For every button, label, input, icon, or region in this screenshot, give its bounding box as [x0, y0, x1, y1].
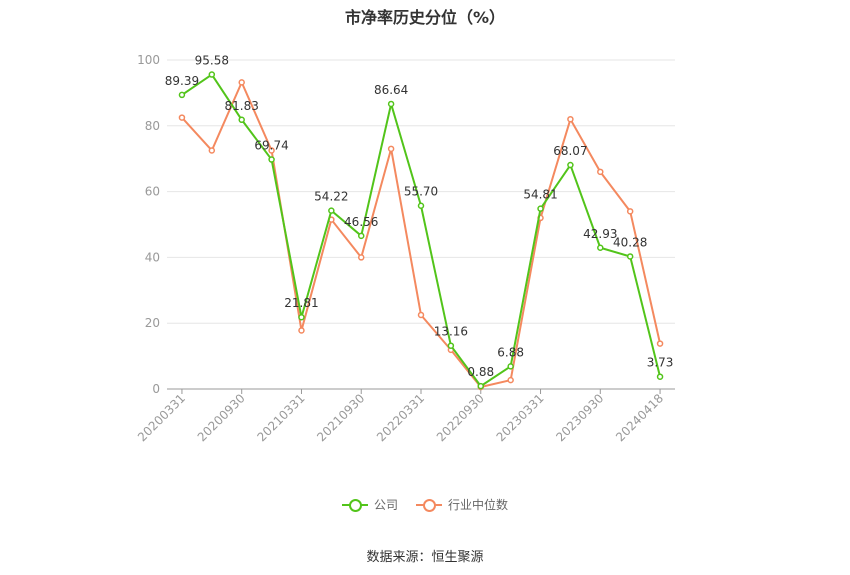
x-tick-label: 20240418 [613, 391, 666, 444]
data-label-company: 69.74 [254, 139, 288, 153]
data-point-company[interactable] [328, 207, 335, 214]
x-tick-label: 20220331 [374, 391, 427, 444]
data-label-company: 0.88 [467, 365, 494, 379]
data-label-company: 55.70 [404, 185, 438, 199]
data-label-company: 46.56 [344, 215, 378, 229]
data-point-company[interactable] [567, 161, 574, 169]
data-label-company: 42.93 [583, 227, 617, 241]
x-tick-label: 20230331 [494, 391, 547, 444]
legend-item-industry-median[interactable]: 行业中位数 [416, 496, 508, 513]
line-chart: 0 20 40 60 80 100 20200331 20200930 20210331 2021… [135, 53, 675, 444]
data-label-company: 86.64 [374, 83, 408, 97]
y-tick-label: 60 [145, 185, 160, 199]
data-label-company: 81.83 [225, 99, 259, 113]
legend-label-company: 公司 [373, 498, 398, 512]
y-tick-label: 100 [137, 53, 160, 67]
data-label-company: 68.07 [553, 144, 587, 158]
data-source-note: 数据来源：恒生聚源 [366, 550, 484, 565]
data-label-company: 54.22 [314, 190, 348, 204]
y-tick-label: 0 [152, 382, 160, 396]
data-label-company: 89.39 [165, 74, 199, 88]
data-point-company[interactable] [537, 205, 544, 212]
data-point-industry-median[interactable] [597, 168, 604, 176]
legend-item-company[interactable]: 公司 [341, 496, 398, 513]
x-tick-label: 20220930 [434, 391, 487, 444]
x-tick-label: 20200930 [195, 391, 248, 444]
data-label-company: 95.58 [195, 54, 229, 68]
legend-marker-industry-median [416, 498, 442, 512]
x-tick-label: 20210331 [255, 391, 308, 444]
x-tick-label: 20230930 [553, 391, 606, 444]
data-point-industry-median[interactable] [298, 327, 305, 334]
x-tick-label: 20210930 [314, 391, 367, 444]
data-point-company[interactable] [447, 342, 455, 349]
legend: 公司 行业中位数 [0, 496, 850, 513]
data-point-industry-median[interactable] [387, 145, 395, 153]
data-point-industry-median[interactable] [208, 147, 216, 154]
data-point-industry-median[interactable] [626, 208, 634, 215]
legend-marker-company [341, 498, 368, 512]
data-label-company: 6.88 [497, 345, 524, 359]
data-point-industry-median[interactable] [357, 254, 365, 261]
chart-title: 市净率历史分位（%） [344, 8, 506, 27]
data-point-industry-median[interactable] [567, 115, 574, 123]
data-point-company[interactable] [387, 100, 395, 108]
data-point-company[interactable] [357, 232, 365, 240]
y-tick-label: 80 [145, 119, 160, 133]
data-label-company: 3.73 [647, 356, 674, 370]
data-point-company[interactable] [477, 382, 485, 390]
data-label-company: 21.81 [284, 296, 318, 310]
y-tick-label: 40 [145, 250, 160, 264]
data-point-company[interactable] [238, 116, 245, 124]
data-point-company[interactable] [417, 202, 425, 209]
data-point-company[interactable] [208, 71, 216, 78]
data-point-company[interactable] [298, 313, 305, 321]
legend-label-industry-median: 行业中位数 [448, 498, 509, 512]
y-tick-label: 20 [145, 316, 160, 330]
data-point-industry-median[interactable] [417, 311, 425, 319]
data-point-company[interactable] [597, 244, 604, 252]
data-point-industry-median[interactable] [268, 147, 275, 154]
data-label-company: 54.81 [523, 188, 557, 202]
x-tick-label: 20200331 [135, 391, 188, 444]
data-point-company[interactable] [656, 373, 664, 380]
data-point-industry-median[interactable] [178, 114, 186, 121]
data-point-company[interactable] [507, 363, 514, 370]
data-point-industry-median[interactable] [656, 340, 664, 347]
data-point-company[interactable] [626, 253, 634, 260]
data-point-company[interactable] [268, 156, 275, 163]
data-label-company: 13.16 [434, 325, 468, 339]
data-point-industry-median[interactable] [238, 79, 245, 86]
data-point-industry-median[interactable] [507, 376, 514, 384]
data-point-company[interactable] [178, 91, 186, 99]
data-label-company: 40.28 [613, 235, 647, 249]
